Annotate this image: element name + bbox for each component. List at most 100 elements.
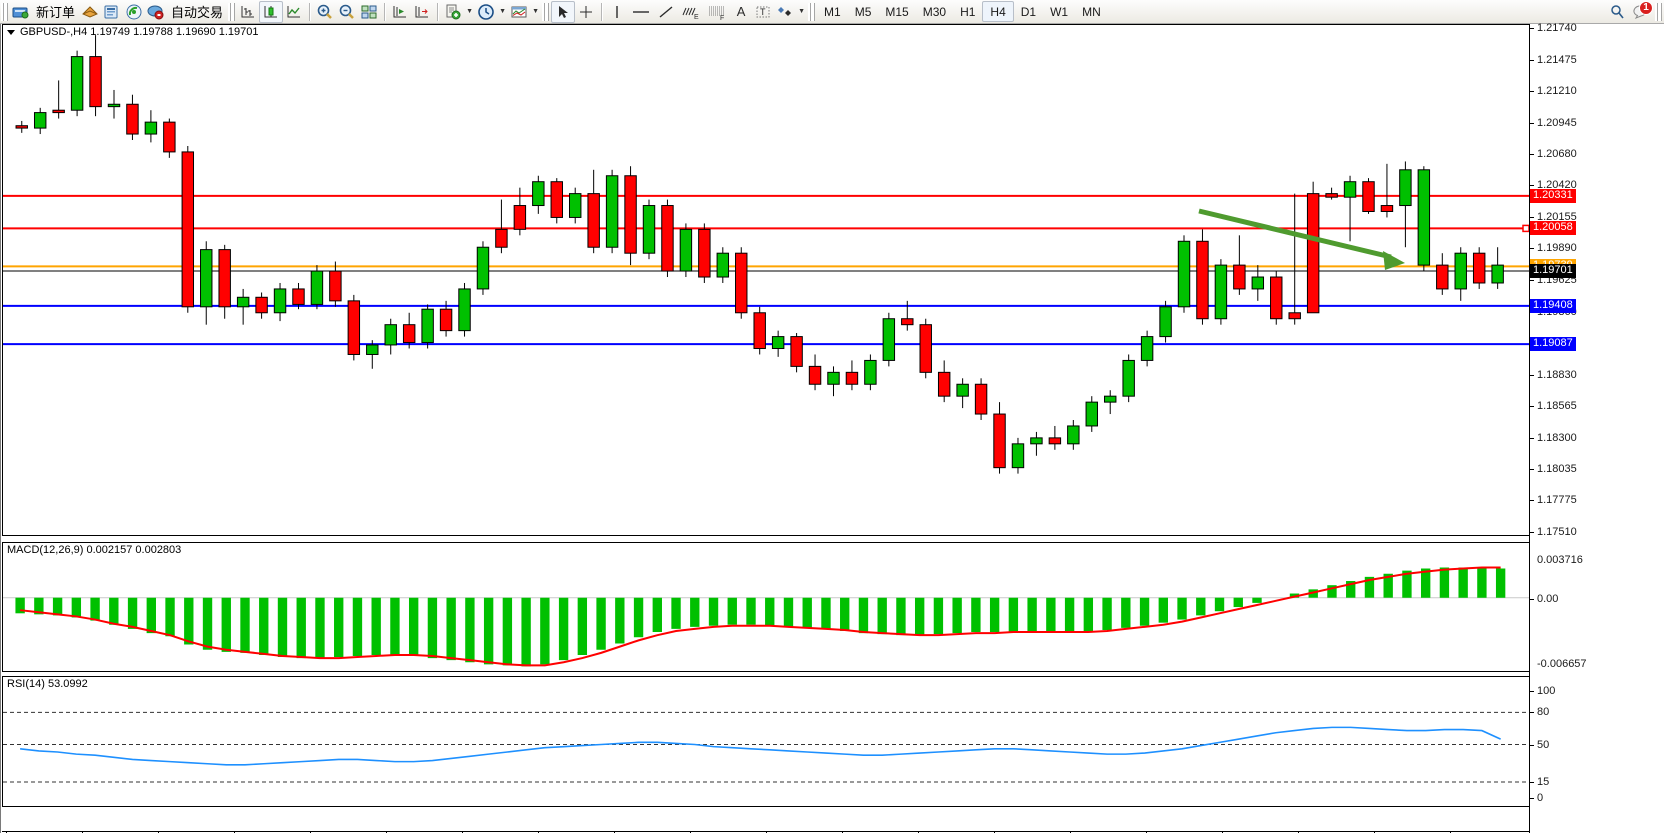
candle-body[interactable] [1122, 359, 1135, 397]
objects-icon[interactable] [774, 1, 796, 23]
candle-body[interactable] [273, 288, 287, 314]
vertical-line-icon[interactable] [606, 1, 628, 23]
candle-body[interactable] [1325, 193, 1338, 198]
candle-body[interactable] [89, 56, 102, 108]
candle-body[interactable] [1048, 437, 1062, 445]
candle-body[interactable] [52, 109, 65, 114]
candle-body[interactable] [33, 112, 47, 129]
candle-body[interactable] [845, 371, 859, 385]
toolbar-grip[interactable] [1, 2, 8, 21]
text-label-icon[interactable]: T [752, 1, 774, 23]
candle-body[interactable] [1306, 193, 1320, 314]
elliott-wave-icon[interactable]: E [678, 1, 704, 23]
candle-body[interactable] [716, 252, 730, 278]
candle-body[interactable] [642, 205, 656, 254]
timeframe-button-w1[interactable]: W1 [1050, 4, 1069, 19]
candle-body[interactable] [421, 308, 434, 344]
candle-body[interactable] [236, 296, 250, 308]
period-icon[interactable] [475, 1, 497, 23]
candle-body[interactable] [1362, 181, 1375, 212]
new-order-button[interactable] [10, 1, 32, 23]
bar-chart-icon[interactable] [237, 1, 259, 23]
candle-body[interactable] [439, 308, 453, 332]
shift-end-icon[interactable] [389, 1, 411, 23]
candle-body[interactable] [679, 228, 693, 272]
macd-pane[interactable]: MACD(12,26,9) 0.002157 0.002803 [2, 542, 1530, 672]
horizontal-line-icon[interactable] [628, 1, 654, 23]
candle-body[interactable] [698, 228, 711, 278]
timeframe-button-m5[interactable]: M5 [854, 4, 872, 19]
candle-body[interactable] [458, 288, 471, 332]
candle-body[interactable] [550, 181, 563, 218]
auto-scroll-icon[interactable] [411, 1, 433, 23]
candle-body[interactable] [1380, 205, 1394, 212]
candle-body[interactable] [1472, 252, 1486, 284]
candle-body[interactable] [292, 288, 305, 305]
candle-body[interactable] [1177, 240, 1191, 308]
price-label-support[interactable]: 1.19087 [1530, 337, 1576, 352]
candle-body[interactable] [384, 324, 397, 346]
timeframe-button-mn[interactable]: MN [1082, 4, 1101, 19]
candle-body[interactable] [347, 300, 361, 355]
line-handle[interactable] [1522, 224, 1529, 233]
zoom-out-icon[interactable] [336, 1, 358, 23]
candle-body[interactable] [956, 383, 969, 397]
drawing-toolbar-grip[interactable] [542, 2, 550, 21]
candle-body[interactable] [568, 193, 582, 218]
bearish-trend-arrow-icon[interactable] [1198, 208, 1405, 270]
candle-body[interactable] [661, 205, 674, 272]
candle-body[interactable] [532, 181, 545, 207]
candle-body[interactable] [605, 175, 619, 248]
data-window-icon[interactable] [101, 1, 123, 23]
candle-body[interactable] [218, 249, 231, 308]
candle-body[interactable] [200, 249, 213, 308]
candle-body[interactable] [1214, 264, 1228, 320]
price-label-resistance[interactable]: 1.20331 [1530, 188, 1576, 203]
candle-body[interactable] [1104, 395, 1117, 403]
search-icon[interactable] [1606, 1, 1628, 23]
candle-body[interactable] [624, 175, 637, 254]
chart-type-toolbar-grip[interactable] [228, 2, 236, 21]
objects-dropdown-caret-icon[interactable]: ▼ [798, 8, 805, 15]
timeframe-button-m30[interactable]: M30 [922, 4, 947, 19]
candle-body[interactable] [181, 151, 195, 308]
fibo-icon[interactable]: F [704, 1, 730, 23]
line-chart-icon[interactable] [283, 1, 305, 23]
candle-body[interactable] [107, 103, 121, 108]
candle-body[interactable] [1085, 401, 1098, 427]
new-indicator-icon[interactable] [442, 1, 464, 23]
candle-body[interactable] [15, 125, 28, 129]
candle-body[interactable] [1196, 240, 1209, 320]
new-indicator-dropdown-caret-icon[interactable]: ▼ [466, 8, 473, 15]
trendline-icon[interactable] [654, 1, 678, 23]
candle-body[interactable] [919, 324, 932, 373]
expert-advisor-icon[interactable] [79, 1, 101, 23]
candle-body[interactable] [329, 270, 342, 302]
candle-body[interactable] [144, 121, 158, 135]
candle-body[interactable] [1417, 169, 1431, 266]
candle-body[interactable] [864, 359, 877, 385]
price-pane[interactable]: GBPUSD-,H4 1.19749 1.19788 1.19690 1.197… [2, 24, 1530, 536]
candle-body[interactable] [993, 413, 1006, 469]
candle-body[interactable] [771, 336, 785, 350]
candle-body[interactable] [1343, 181, 1357, 198]
price-label-resistance[interactable]: 1.20058 [1530, 221, 1576, 236]
candle-body[interactable] [808, 365, 822, 385]
templates-dropdown-caret-icon[interactable]: ▼ [532, 8, 539, 15]
timeframe-toolbar-grip[interactable] [808, 2, 816, 21]
auto-trading-label[interactable]: 自动交易 [171, 5, 224, 20]
candle-body[interactable] [882, 318, 896, 361]
signals-icon[interactable] [123, 1, 145, 23]
candle-body[interactable] [1270, 276, 1283, 320]
candle-body[interactable] [1140, 336, 1154, 361]
candle-body[interactable] [1159, 306, 1172, 338]
candle-body[interactable] [495, 228, 508, 248]
candle-chart-icon[interactable] [259, 0, 284, 23]
candle-body[interactable] [402, 324, 416, 344]
candle-body[interactable] [1491, 264, 1504, 284]
candle-body[interactable] [1233, 264, 1246, 290]
timeframe-button-m1[interactable]: M1 [824, 4, 841, 19]
candle-body[interactable] [901, 318, 914, 326]
chart-area[interactable]: GBPUSD-,H4 1.19749 1.19788 1.19690 1.197… [0, 24, 1664, 833]
candle-body[interactable] [1454, 252, 1467, 290]
